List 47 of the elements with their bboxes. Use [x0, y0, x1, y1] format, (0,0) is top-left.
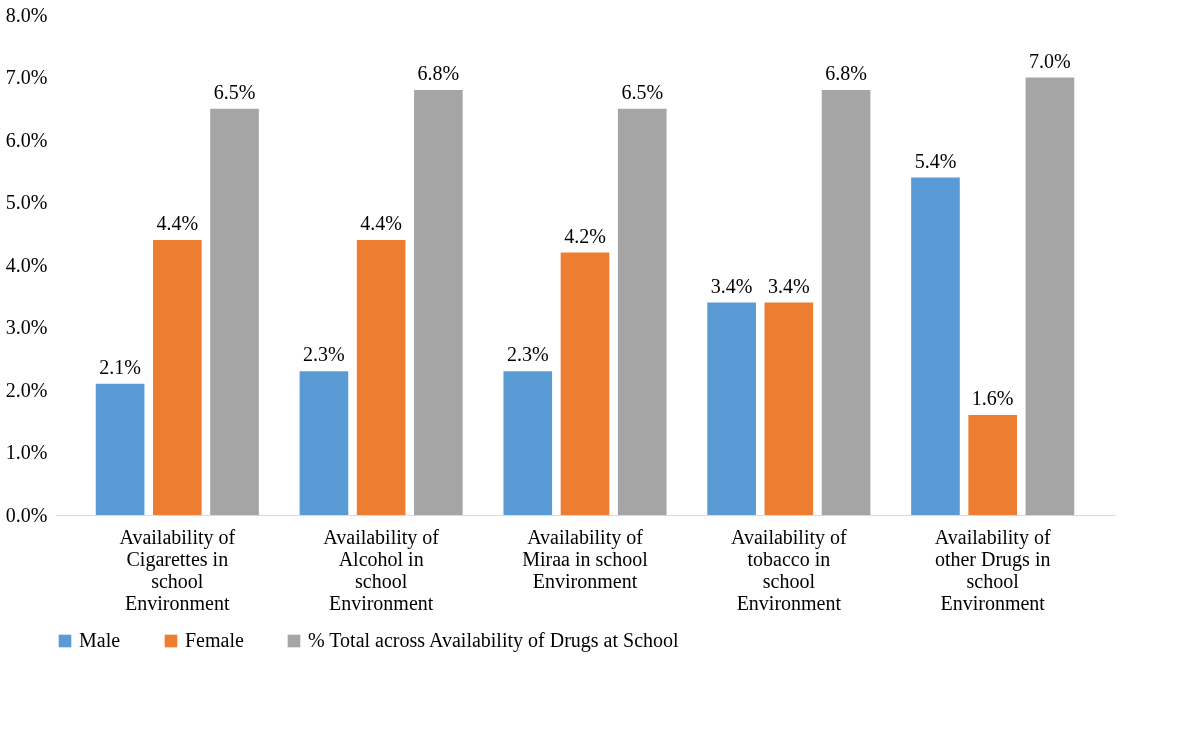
bar: [503, 371, 553, 515]
data-label: 2.1%: [99, 355, 141, 378]
y-tick-label: 1.0%: [5, 441, 48, 463]
x-tick-label: Availability of tobacco in school Environment: [730, 525, 848, 614]
bar: [95, 383, 145, 515]
bar: [968, 415, 1018, 515]
x-tick-label: Availability of Alcohol in school Environment: [323, 525, 440, 614]
data-label: 3.4%: [768, 274, 810, 297]
bar: [911, 177, 960, 515]
bar: [707, 302, 756, 515]
x-tick-label: Availability of Cigarettes in school Environment: [119, 525, 236, 614]
bar: [210, 108, 259, 515]
data-label: 6.5%: [621, 80, 664, 103]
bar: [560, 252, 610, 515]
data-label: 3.4%: [710, 274, 753, 297]
data-label: 4.4%: [360, 212, 402, 234]
y-tick-label: 8.0%: [5, 3, 48, 26]
data-label: 7.0%: [1029, 49, 1071, 72]
bar: [617, 108, 667, 515]
bar: [764, 302, 814, 515]
data-label: 1.6%: [971, 387, 1014, 409]
data-label: 6.8%: [825, 62, 867, 84]
legend-label: Male: [79, 629, 121, 651]
bar: [152, 240, 202, 515]
data-label: 4.2%: [564, 224, 606, 247]
y-tick-label: 2.0%: [5, 378, 48, 401]
bar: [414, 90, 463, 515]
bar: [299, 371, 349, 515]
y-tick-label: 0.0%: [5, 503, 48, 526]
bar: [1025, 77, 1075, 515]
data-label: 5.4%: [914, 149, 957, 172]
data-label: 4.4%: [156, 212, 199, 234]
data-label: 2.3%: [506, 343, 549, 366]
bar: [821, 90, 871, 515]
y-tick-label: 7.0%: [5, 66, 48, 88]
bar: [356, 240, 406, 515]
y-tick-label: 5.0%: [5, 191, 48, 213]
x-tick-label: Availability of other Drugs in school Environment: [934, 525, 1051, 614]
data-label: 2.3%: [303, 343, 345, 366]
x-tick-label: Availability of Miraa in school Environment: [522, 525, 649, 592]
y-tick-label: 6.0%: [5, 128, 48, 151]
legend-label: Female: [185, 629, 244, 651]
data-label: 6.8%: [417, 62, 460, 84]
data-label: 6.5%: [213, 80, 256, 103]
legend-label: % Total across Availability of Drugs at School: [308, 629, 680, 652]
y-tick-label: 3.0%: [5, 316, 48, 338]
y-tick-label: 4.0%: [5, 253, 48, 276]
